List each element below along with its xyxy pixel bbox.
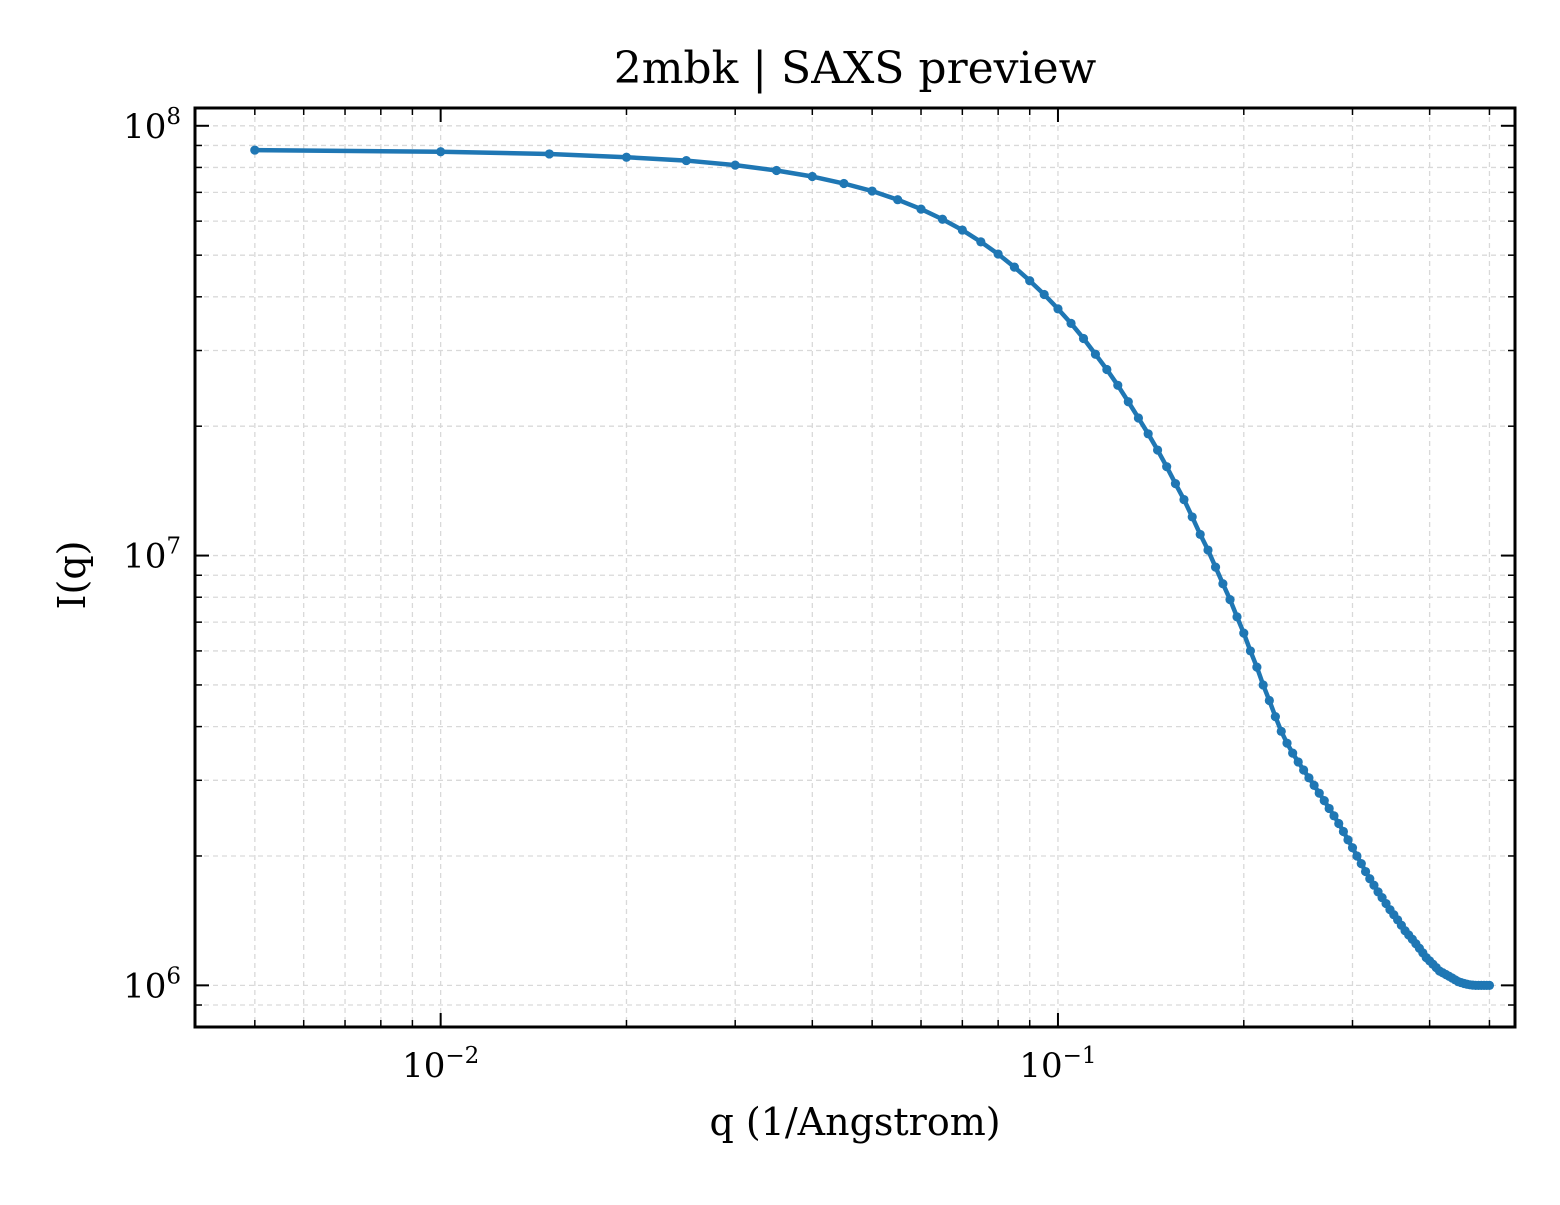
y-tick-label: 106 [123, 963, 181, 1006]
data-point [1133, 413, 1144, 423]
data-point [1314, 788, 1324, 798]
data-point [771, 165, 782, 176]
y-axis-label: I(q) [50, 541, 94, 610]
series-layer [250, 145, 1495, 990]
data-point [1143, 429, 1153, 439]
data-point [1187, 512, 1197, 522]
data-point [916, 204, 926, 214]
data-point [957, 225, 967, 235]
data-point [1123, 397, 1133, 407]
data-point [1352, 851, 1362, 861]
data-point [839, 178, 849, 189]
data-point [1245, 646, 1256, 656]
data-point [1218, 579, 1228, 589]
data-point [1252, 662, 1262, 672]
data-point [1053, 304, 1063, 314]
data-point [867, 186, 877, 196]
data-point [1090, 349, 1101, 359]
data-point [1338, 826, 1349, 837]
data-point [937, 214, 948, 224]
data-point [1170, 479, 1181, 489]
data-point [1152, 445, 1163, 455]
data-point [1334, 818, 1344, 829]
data-point [621, 152, 632, 162]
data-point [1309, 780, 1319, 790]
data-point [1102, 364, 1112, 375]
y-tick-label: 107 [123, 534, 181, 577]
data-point [1288, 748, 1298, 758]
grid [194, 108, 1515, 1028]
data-point [1484, 980, 1495, 990]
data-point [1009, 262, 1019, 272]
data-point [1179, 494, 1189, 505]
data-point [1299, 765, 1309, 775]
data-point [976, 237, 986, 247]
x-tick-label: 10−2 [402, 1043, 479, 1086]
data-point [1324, 803, 1334, 814]
data-point [1258, 680, 1268, 690]
data-point [1270, 712, 1280, 722]
data-point [1066, 318, 1076, 328]
data-point [1195, 529, 1205, 540]
data-point [1343, 835, 1353, 845]
data-point [1162, 462, 1172, 472]
data-point [807, 171, 817, 182]
data-point [1239, 628, 1249, 638]
y-tick-label: 108 [123, 104, 181, 147]
x-tick-label: 10−1 [1019, 1043, 1096, 1086]
data-point [893, 195, 903, 205]
plot-frame [193, 106, 1517, 1029]
data-point [1347, 843, 1358, 853]
data-point [1304, 773, 1314, 783]
data-point [1039, 289, 1049, 300]
data-point [1356, 858, 1366, 869]
data-point [1203, 545, 1213, 555]
data-point [1329, 811, 1339, 821]
data-point [1319, 796, 1329, 806]
data-point [1276, 726, 1286, 736]
data-point [1282, 738, 1292, 748]
data-point [1293, 757, 1303, 767]
data-point [1113, 380, 1123, 390]
data-point [730, 160, 740, 170]
data-point [1210, 562, 1221, 572]
data-point [1025, 276, 1035, 286]
x-axis-label: q (1/Angstrom) [709, 1100, 1000, 1144]
data-point [681, 155, 691, 166]
data-point [993, 249, 1003, 259]
data-point [544, 149, 554, 159]
data-point [250, 145, 260, 155]
data-point [1264, 695, 1274, 706]
data-point [1078, 333, 1089, 344]
chart-title: 2mbk | SAXS preview [614, 43, 1097, 94]
data-point [1232, 612, 1242, 622]
data-point [1360, 866, 1371, 877]
data-point [1225, 594, 1235, 605]
data-point [436, 147, 446, 157]
data-point [1369, 880, 1379, 890]
